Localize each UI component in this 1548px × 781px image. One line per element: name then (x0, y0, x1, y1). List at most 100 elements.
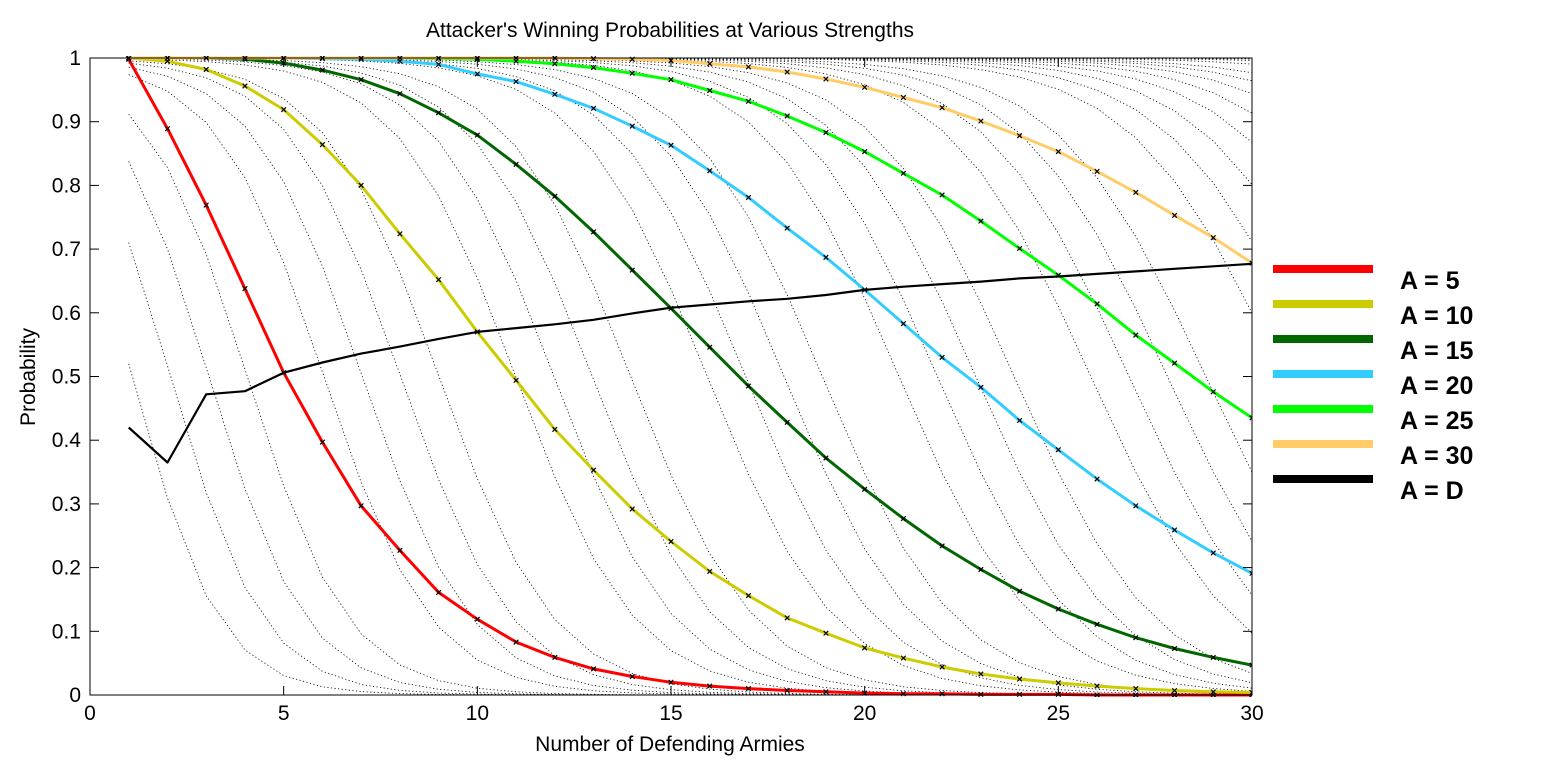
background-curve-a9 (128, 60, 1252, 696)
series-0-point-13 (590, 666, 597, 672)
series-0-point-8 (397, 547, 403, 554)
series-5-point-29 (1210, 234, 1216, 241)
series-4-point-24 (1016, 245, 1023, 252)
series-3-point-27 (1133, 503, 1139, 509)
series-0-point-7 (358, 503, 364, 509)
background-curve-a12 (128, 58, 1252, 696)
series-3-point-24 (1016, 417, 1023, 424)
series-1-point-23 (978, 671, 984, 677)
x-tick-label-10: 10 (466, 702, 489, 725)
series-2-point-12 (552, 193, 558, 199)
series-3-point-10 (474, 71, 481, 77)
series-4-point-20 (861, 148, 868, 155)
series-2-point-8 (397, 90, 403, 97)
background-curve-a6 (128, 74, 1252, 696)
series-1-point-7 (358, 182, 364, 189)
series-1-point-15 (668, 538, 674, 545)
series-4-point-13 (590, 64, 597, 71)
series-2-point-30 (1249, 662, 1252, 668)
y-tick-label-2: 0.2 (52, 557, 81, 580)
series-1-point-11 (513, 377, 519, 384)
series-2-point-9 (435, 110, 442, 116)
chart-title: Attacker's Winning Probabilities at Vari… (426, 19, 914, 42)
series-1-point-29 (1210, 689, 1216, 695)
series-3-point-17 (745, 194, 752, 201)
series-5-point-22 (939, 104, 945, 111)
series-0-point-17 (745, 685, 752, 692)
series-0-point-14 (629, 673, 635, 680)
background-curve-a14 (128, 57, 1252, 696)
x-tick-label-20: 20 (853, 702, 876, 725)
series-3-point-30 (1249, 570, 1252, 577)
series-line-2 (128, 56, 1252, 667)
series-3-point-22 (939, 354, 945, 361)
background-curve-a16 (128, 57, 1252, 696)
background-curve-a24 (128, 57, 1252, 674)
series-0-point-23 (978, 691, 984, 697)
series-2-point-6 (319, 67, 326, 73)
series-1-point-24 (1016, 676, 1023, 682)
y-tick-label-4: 0.4 (52, 429, 82, 452)
series-2-point-16 (707, 344, 713, 350)
series-5-point-27 (1133, 189, 1139, 196)
series-1-point-14 (629, 506, 635, 512)
series-0-point-2 (164, 125, 171, 132)
background-curve-a4 (128, 113, 1252, 696)
background-curve-a23 (128, 57, 1252, 684)
y-tick-label-0: 0 (69, 684, 81, 707)
background-curve-a13 (128, 58, 1252, 696)
series-4-point-15 (668, 76, 674, 83)
series-5-point-13 (590, 56, 597, 62)
series-2-point-23 (978, 566, 984, 573)
series-1-point-12 (552, 426, 558, 433)
y-axis-label: Probability (17, 327, 40, 426)
series-2-point-14 (629, 267, 635, 273)
series-1-point-17 (745, 592, 752, 599)
x-tick-label-0: 0 (84, 702, 96, 725)
series-2-point-20 (861, 486, 868, 492)
legend-label-3: A = 20 (1400, 372, 1473, 400)
background-curve-a26 (128, 57, 1252, 634)
background-curve-a11 (128, 58, 1252, 696)
background-curve-a3 (128, 161, 1252, 696)
background-curve-a34 (128, 57, 1252, 143)
series-line-0 (127, 58, 1252, 697)
series-line-4 (128, 56, 1252, 420)
series-4-point-17 (745, 98, 752, 105)
series-1-point-19 (823, 630, 829, 636)
series-2-point-7 (358, 76, 364, 83)
y-tick-label-6: 0.6 (52, 302, 81, 325)
series-3-point-28 (1171, 527, 1178, 533)
series-1-point-30 (1249, 689, 1252, 696)
series-2-point-24 (1016, 588, 1023, 594)
series-1-point-16 (707, 568, 713, 575)
series-1-point-13 (590, 467, 597, 473)
series-4-point-19 (823, 129, 829, 136)
series-0-point-15 (668, 679, 674, 685)
legend-label-1: A = 10 (1400, 302, 1473, 330)
series-line-6 (127, 262, 1252, 464)
series-3-point-14 (629, 123, 635, 129)
series-line-3 (128, 56, 1252, 575)
series-3-point-13 (590, 105, 597, 112)
series-3-point-23 (978, 384, 984, 391)
y-tick-label-9: 0.9 (52, 111, 81, 134)
legend: A = 5 A = 10 A = 15 A = 20 A = 25 A = 30 A = D (1273, 265, 1474, 505)
series-3-point-18 (784, 225, 790, 231)
series-4-point-16 (707, 87, 713, 94)
y-tick-label-5: 0.5 (52, 366, 81, 389)
series-0-point-4 (242, 285, 248, 292)
series-5-point-21 (900, 94, 907, 101)
plot-area: 0 5 10 15 20 25 30 0 0.1 0.2 0.3 0.4 0.5 0.6 0.7 0.8 0.9… (52, 47, 1264, 725)
series-2-point-11 (513, 161, 519, 168)
series-1-point-18 (784, 615, 790, 621)
series-2-point-25 (1055, 606, 1062, 612)
series-5-point-26 (1094, 168, 1100, 175)
series-1-point-25 (1055, 680, 1062, 686)
series-1-point-3 (203, 66, 209, 73)
background-curve-a18 (128, 57, 1252, 695)
series-line-5 (128, 56, 1252, 265)
y-tick-label-10: 1 (69, 47, 81, 70)
series-1-point-26 (1094, 683, 1100, 689)
